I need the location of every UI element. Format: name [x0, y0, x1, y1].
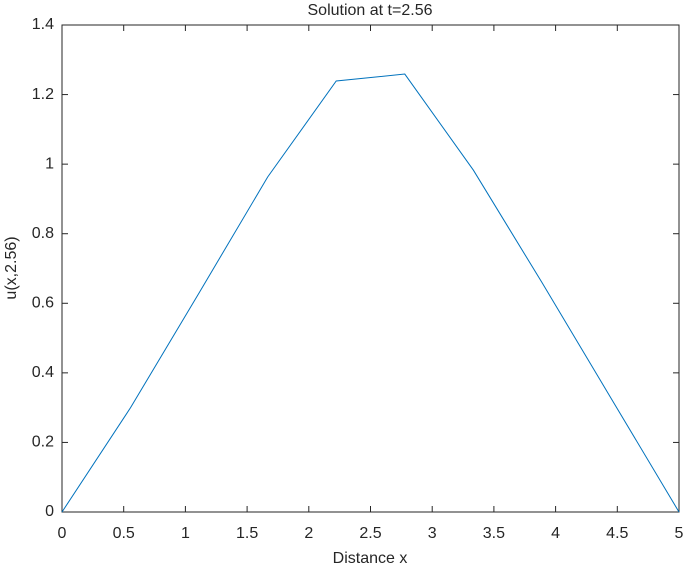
y-tick-label: 0 [45, 503, 54, 520]
x-axis-label: Distance x [333, 550, 408, 567]
y-tick-label: 0.6 [32, 295, 54, 312]
x-tick-label: 4.5 [606, 525, 628, 542]
x-tick-label: 2 [304, 525, 313, 542]
x-tick-label: 5 [675, 525, 684, 542]
data-line [61, 73, 680, 513]
y-axis-label: u(x,2.56) [3, 236, 20, 299]
x-tick-label: 1.5 [236, 525, 258, 542]
plot-frame [61, 24, 680, 513]
chart-title: Solution at t=2.56 [308, 2, 433, 19]
x-tick-label: 3.5 [483, 525, 505, 542]
x-tick-label: 2.5 [359, 525, 381, 542]
y-tick-label: 0.4 [32, 364, 54, 381]
y-tick-label: 0.2 [32, 434, 54, 451]
x-tick-label: 0.5 [113, 525, 135, 542]
x-tick-label: 4 [551, 525, 560, 542]
y-tick-label: 1.2 [32, 86, 54, 103]
x-tick-label: 0 [58, 525, 67, 542]
x-tick-label: 3 [428, 525, 437, 542]
y-tick-label: 1 [45, 155, 54, 172]
y-tick-label: 0.8 [32, 225, 54, 242]
y-tick-label: 1.4 [32, 16, 54, 33]
x-tick-label: 1 [181, 525, 190, 542]
